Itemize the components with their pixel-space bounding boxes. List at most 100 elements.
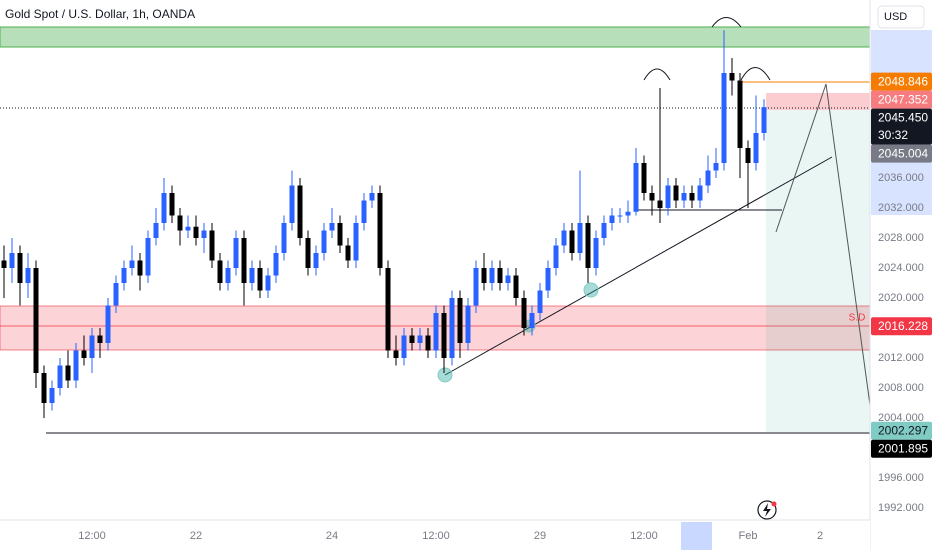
price-label-box — [871, 72, 932, 91]
candle-body — [201, 230, 207, 238]
candle-body — [697, 185, 703, 201]
candle-body — [617, 215, 623, 217]
y-tick-label: 2020.000 — [878, 292, 924, 304]
candle-body — [49, 387, 55, 403]
y-tick-label: 1992.000 — [878, 502, 924, 514]
candle-body — [417, 335, 423, 343]
price-label: 2048.846 — [878, 74, 928, 88]
price-label: 2002.297 — [878, 423, 928, 437]
candle-body — [721, 72, 727, 163]
y-tick-label: 2032.000 — [878, 202, 924, 214]
candle-body — [505, 275, 511, 283]
time-highlight — [681, 522, 712, 550]
candle-body — [193, 226, 199, 238]
time-axis — [0, 520, 870, 550]
candle-body — [657, 200, 663, 208]
candle-body — [169, 192, 175, 216]
axis-labels: 1992.000 1996.000 2004.000 2008.000 2012.000… — [78, 72, 932, 542]
candle-body — [329, 222, 335, 231]
candle-body — [665, 185, 671, 208]
candle-body — [9, 252, 15, 268]
candle-body — [353, 222, 359, 261]
candle-body — [65, 365, 71, 381]
candle-body — [137, 260, 143, 276]
candle-body — [641, 162, 647, 193]
candles — [1, 30, 767, 418]
candle-body — [545, 267, 551, 291]
candle-body — [89, 335, 95, 358]
y-tick-label: 2024.000 — [878, 262, 924, 274]
candle-body — [633, 162, 639, 212]
y-tick-label: 1996.000 — [878, 472, 924, 484]
candle-body — [577, 222, 583, 253]
currency[interactable]: USD — [884, 11, 907, 23]
candle-body — [241, 237, 247, 283]
price-label-box — [871, 421, 932, 440]
alert-icon[interactable] — [757, 500, 777, 520]
candle-body — [569, 230, 575, 253]
candle-body — [313, 252, 319, 268]
candle-body — [465, 305, 471, 343]
trend-line — [444, 156, 833, 376]
candle-body — [289, 185, 295, 223]
y-tick-label: 2008.000 — [878, 382, 924, 394]
candle-body — [17, 252, 23, 283]
x-tick-label: 22 — [190, 530, 202, 542]
candle-body — [729, 72, 735, 81]
candle-body — [297, 185, 303, 238]
price-label: 2047.352 — [878, 92, 928, 106]
candle-body — [401, 335, 407, 358]
candle-body — [673, 185, 679, 201]
candle-body — [433, 312, 439, 351]
target-box — [766, 110, 870, 432]
price-label: 2045.450 — [878, 110, 928, 124]
candle-body — [593, 237, 599, 268]
candle-body — [649, 192, 655, 201]
supply-zone — [0, 26, 871, 48]
candle-body — [305, 237, 311, 268]
candle-body — [97, 335, 103, 343]
candle-body — [513, 275, 519, 298]
chart-title: Gold Spot / U.S. Dollar, 1h, OANDA — [5, 7, 195, 21]
candle-body — [41, 372, 47, 403]
candle-body — [529, 312, 535, 328]
head-arc — [711, 17, 742, 28]
candle-body — [217, 260, 223, 283]
candle-body — [249, 267, 255, 283]
candle-body — [153, 222, 159, 238]
candle-body — [457, 297, 463, 343]
x-tick-label: 12:00 — [78, 530, 106, 542]
x-tick-label: 29 — [534, 530, 546, 542]
candle-body — [321, 230, 327, 253]
candle-body — [81, 350, 87, 358]
candle-body — [609, 215, 615, 223]
x-tick-label: Feb — [739, 530, 758, 542]
candle-body — [553, 245, 559, 268]
candle-body — [161, 192, 167, 223]
currency-button[interactable] — [877, 5, 925, 29]
candle-body — [385, 267, 391, 351]
shoulder-arc — [740, 67, 771, 81]
candle-body — [257, 267, 263, 291]
y-tick-label: 2036.000 — [878, 172, 924, 184]
candle-body — [689, 192, 695, 201]
x-tick-label: 2 — [817, 530, 823, 542]
price-label: 2001.895 — [878, 441, 928, 455]
candle-body — [481, 267, 487, 283]
candle-body — [377, 192, 383, 268]
y-tick-label: 2004.000 — [878, 412, 924, 424]
candle-body — [233, 237, 239, 268]
candle-body — [745, 147, 751, 163]
candle-body — [145, 237, 151, 276]
candle-body — [561, 230, 567, 246]
candle-body — [273, 252, 279, 276]
price-label-box — [871, 317, 932, 336]
candle-body — [425, 335, 431, 351]
y-tick-label: 2028.000 — [878, 232, 924, 244]
candle-body — [265, 275, 271, 291]
candle-body — [345, 245, 351, 261]
candle-body — [441, 312, 447, 358]
candle-body — [25, 267, 31, 283]
candle-body — [585, 222, 591, 268]
